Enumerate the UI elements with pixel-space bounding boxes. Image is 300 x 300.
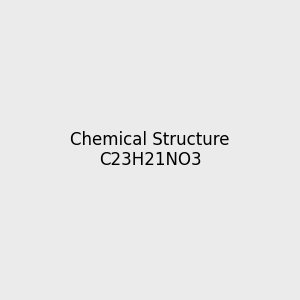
Text: Chemical Structure
C23H21NO3: Chemical Structure C23H21NO3 (70, 130, 230, 170)
